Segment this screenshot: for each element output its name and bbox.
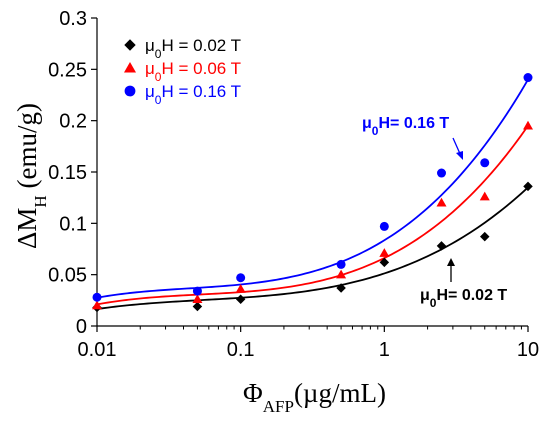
x-tick-label: 1	[379, 339, 390, 361]
data-point-series-2	[92, 292, 102, 302]
data-point-series-1	[379, 248, 390, 257]
fit-curve-series-2	[96, 79, 529, 299]
data-point-series-1	[192, 294, 203, 304]
data-point-series-1	[336, 269, 347, 279]
data-point-series-0	[523, 181, 533, 192]
data-point-series-0	[192, 301, 203, 312]
data-points	[92, 73, 533, 313]
axes: 0 0.05 0.1 0.15 0.2 0.25 0.3 0.01 0.1 1 10	[48, 8, 539, 361]
legend-label: μ0H = 0.16 T	[145, 82, 241, 107]
data-point-series-0	[436, 241, 447, 251]
y-tick-label: 0.3	[59, 8, 87, 30]
data-point-series-2	[379, 221, 389, 231]
data-point-series-2	[480, 158, 490, 168]
annotation-arrowhead	[456, 151, 463, 160]
y-tick-label: 0.25	[48, 59, 87, 81]
legend-marker	[124, 85, 136, 97]
fit-curve-series-1	[96, 125, 529, 306]
data-point-series-2	[192, 286, 202, 296]
legend-marker	[124, 62, 136, 73]
annotation-arrowhead	[447, 258, 455, 266]
x-tick-label: 0.1	[227, 339, 255, 361]
y-tick-label: 0.15	[48, 162, 87, 184]
annotations: μ0H= 0.16 T μ0H= 0.02 T	[362, 115, 507, 310]
annotation-label: μ0H= 0.02 T	[420, 287, 507, 310]
fit-curves	[96, 79, 529, 310]
data-point-series-0	[336, 283, 346, 293]
data-point-series-2	[523, 73, 533, 83]
data-point-series-0	[235, 294, 246, 305]
data-point-series-1	[436, 197, 447, 207]
y-tick-label: 0.1	[59, 213, 87, 235]
data-point-series-2	[336, 259, 346, 269]
data-point-series-1	[523, 120, 533, 130]
data-point-series-2	[236, 273, 246, 283]
legend-marker	[124, 39, 136, 51]
y-axis-title: ΔMH (emu/g)	[12, 103, 50, 249]
y-tick-label: 0	[76, 316, 87, 338]
x-axis-title: ΦAFP(µg/mL)	[243, 378, 386, 416]
legend-label: μ0H = 0.02 T	[145, 36, 241, 61]
data-point-series-1	[92, 300, 102, 310]
legend-label: μ0H = 0.06 T	[145, 59, 241, 84]
x-tick-label: 10	[517, 339, 539, 361]
data-point-series-1	[235, 284, 246, 293]
annotation-label: μ0H= 0.16 T	[362, 115, 449, 138]
data-point-series-0	[480, 231, 490, 242]
fit-curve-series-0	[96, 186, 529, 310]
axis-titles: ΦAFP(µg/mL) ΔMH (emu/g)	[12, 103, 386, 415]
y-tick-label: 0.05	[48, 265, 87, 287]
y-tick-label: 0.2	[59, 111, 87, 133]
data-point-series-0	[379, 257, 390, 268]
data-point-series-2	[437, 168, 447, 178]
data-point-series-1	[479, 191, 490, 201]
x-tick-label: 0.01	[78, 339, 117, 361]
